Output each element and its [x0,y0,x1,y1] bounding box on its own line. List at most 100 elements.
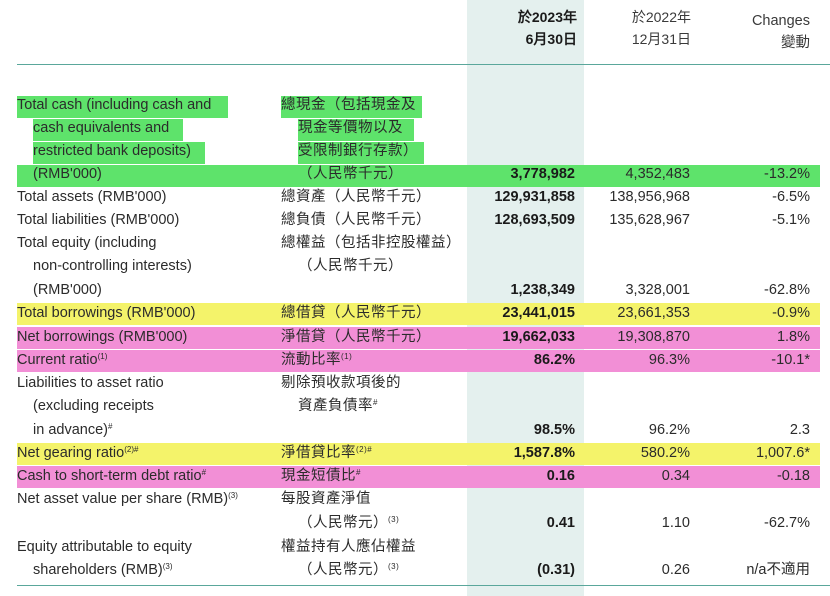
row-label-zh: （人民幣千元） [298,258,403,274]
value-2023: 23,441,015 [502,305,575,321]
header-changes-en: Changes [751,13,810,29]
footnote-marker: # [373,398,378,407]
row-label-zh: 受限制銀行存款） [298,143,418,159]
value-2023: 129,931,858 [494,189,575,205]
value-2022: 96.2% [648,422,690,438]
footnote-marker: (2)# [356,445,373,454]
value-2022: 3,328,001 [625,282,690,298]
row-label-en: restricted bank deposits) [33,143,191,159]
value-change: n/a不適用 [746,562,810,578]
row-label-en: Total liabilities (RMB'000) [17,212,180,228]
header-2023: 於2023年 6月30日 [467,6,577,50]
footnote-marker: (3) [228,491,238,500]
row-label-zh: 淨借貸（人民幣千元） [281,329,431,345]
footnote-marker: # [201,468,207,477]
value-2023: 128,693,509 [494,212,575,228]
row-label-zh: 權益持有人應佔權益 [281,539,416,555]
value-change: -0.18 [776,468,810,484]
value-2023: 0.41 [546,515,575,531]
header-2023-line1: 於2023年 [517,9,577,25]
row-label-en: Equity attributable to equity [17,539,192,555]
row-label-zh: 總現金（包括現金及 [281,97,416,113]
value-change: 1,007.6* [755,445,810,461]
row-label-en: Total equity (including [17,235,157,251]
value-2023: 19,662,033 [502,329,575,345]
value-2023: 86.2% [533,352,575,368]
table-row: Liabilities to asset ratio 剔除預收款項後的 [0,372,830,395]
value-change: 1.8% [776,329,810,345]
row-label-zh: （人民幣千元） [298,166,403,182]
row-label-en: Net borrowings (RMB'000) [17,329,188,345]
table-row: Total liabilities (RMB'000) 總負債（人民幣千元） 1… [0,209,830,232]
table-row: (RMB'000) 1,238,349 3,328,001 -62.8% [0,279,830,302]
header-2022-line2: 12月31日 [631,31,691,47]
highlight-net-gearing [17,443,820,465]
value-2023: 98.5% [533,422,575,438]
row-label-en: cash equivalents and [33,120,170,136]
current-period-column-band [467,0,584,596]
row-label-en: in advance)# [33,422,113,438]
highlight-cash-en-1 [17,96,228,118]
value-2022: 135,628,967 [609,212,690,228]
row-label-en: Current ratio(1) [17,352,108,368]
table-row: restricted bank deposits) 受限制銀行存款） [0,140,830,163]
table-row: cash equivalents and 現金等價物以及 [0,117,830,140]
value-change: -10.1* [771,352,810,368]
row-label-zh: 資產負債率# [298,398,378,414]
highlight-cash-zh-2 [298,119,414,141]
footnote-marker: (3) [388,515,400,524]
row-label-en: Total borrowings (RMB'000) [17,305,196,321]
value-change: -13.2% [764,166,810,182]
row-label-zh: 淨借貸比率(2)# [281,445,373,461]
footnote-marker: # [356,468,361,477]
value-2022: 138,956,968 [609,189,690,205]
value-2022: 1.10 [661,515,690,531]
value-change: -62.7% [764,515,810,531]
value-2022: 96.3% [648,352,690,368]
highlight-cash-short-debt [17,466,820,488]
footnote-marker: # [107,422,113,431]
footnote-marker: (3) [388,562,400,571]
row-label-en: (RMB'000) [33,282,102,298]
table-row: (excluding receipts 資產負債率# [0,395,830,418]
footnote-marker: (2)# [124,445,139,454]
row-label-en: Liabilities to asset ratio [17,375,164,391]
value-2022: 4,352,483 [625,166,690,182]
row-label-zh: 每股資產淨值 [281,491,371,507]
highlight-current-ratio [17,350,820,372]
footer-rule [17,585,830,586]
value-2022: 19,308,870 [617,329,690,345]
header-changes: Changes 變動 [700,10,810,54]
highlight-cash-zh-1 [281,96,422,118]
table-row: non-controlling interests) （人民幣千元） [0,255,830,278]
header-rule [17,64,830,65]
row-label-zh: 現金等價物以及 [298,120,403,136]
table-row: Equity attributable to equity 權益持有人應佔權益 [0,536,830,559]
row-label-zh: 總借貸（人民幣千元） [281,305,431,321]
value-2023: 0.16 [546,468,575,484]
highlight-cash-zh-3 [298,142,424,164]
row-label-en: Net gearing ratio(2)# [17,445,139,461]
row-label-zh: 總負債（人民幣千元） [281,212,431,228]
header-changes-zh: 變動 [781,35,810,51]
value-change: -62.8% [764,282,810,298]
table-row: Net borrowings (RMB'000) 淨借貸（人民幣千元） 19,6… [0,326,830,349]
table-row: （人民幣元）(3) 0.41 1.10 -62.7% [0,512,830,535]
header-2023-line2: 6月30日 [525,31,577,47]
value-change: -6.5% [772,189,810,205]
highlight-total-borrowings [17,303,820,325]
row-label-zh: 剔除預收款項後的 [281,375,401,391]
table-row: Net asset value per share (RMB)(3) 每股資產淨… [0,488,830,511]
row-label-en: non-controlling interests) [33,258,192,274]
highlight-cash-en-2 [33,119,183,141]
value-2022: 0.34 [661,468,690,484]
highlight-cash-row [17,165,820,187]
row-label-en: shareholders (RMB)(3) [33,562,173,578]
table-row: shareholders (RMB)(3) （人民幣元）(3) (0.31) 0… [0,559,830,582]
header-2022: 於2022年 12月31日 [585,6,691,50]
value-2022: 23,661,353 [617,305,690,321]
table-row: Total assets (RMB'000) 總資產（人民幣千元） 129,93… [0,186,830,209]
value-change: -5.1% [772,212,810,228]
row-label-en: Total assets (RMB'000) [17,189,167,205]
